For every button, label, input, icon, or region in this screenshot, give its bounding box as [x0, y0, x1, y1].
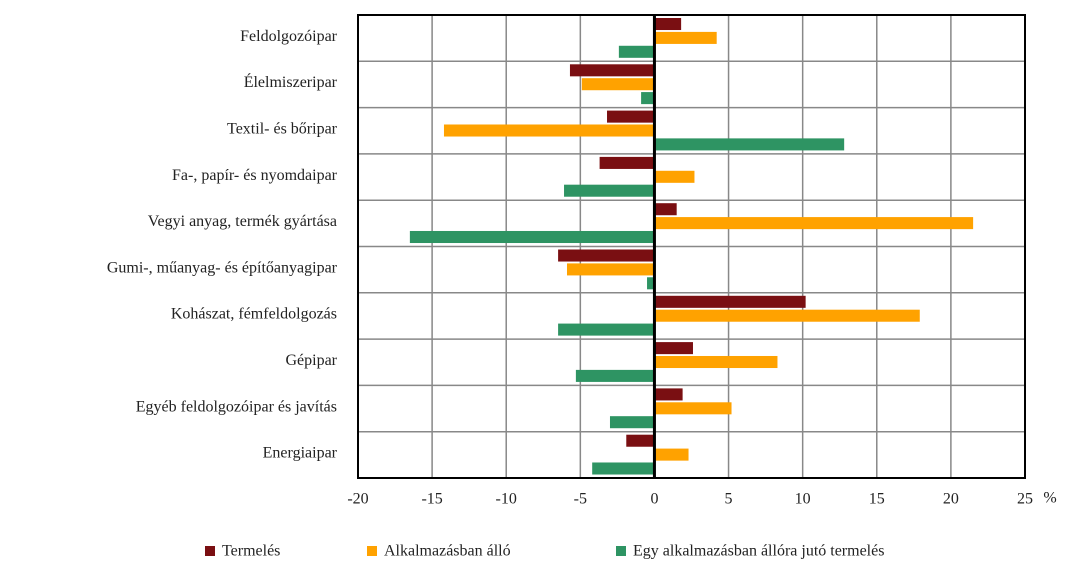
bar — [609, 416, 655, 429]
bar — [564, 184, 655, 197]
bar — [654, 402, 732, 415]
bar — [641, 92, 655, 105]
x-axis-unit: % — [1043, 490, 1056, 507]
x-tick-label: -15 — [421, 491, 442, 508]
bar — [607, 110, 655, 123]
y-tick-label: Textil- és bőripar — [227, 120, 338, 137]
y-tick-label: Fa-, papír- és nyomdaipar — [172, 167, 338, 184]
bar — [654, 355, 778, 369]
bar — [654, 18, 682, 31]
y-tick-label: Feldolgozóipar — [240, 28, 338, 45]
legend-swatch — [367, 546, 377, 556]
bar — [618, 45, 655, 58]
y-tick-label: Vegyi anyag, termék gyártása — [148, 213, 337, 230]
bar — [654, 448, 689, 461]
bar — [654, 138, 845, 151]
x-tick-label: -5 — [574, 491, 587, 508]
bar — [409, 230, 655, 244]
plot-border — [357, 14, 1026, 479]
bar — [654, 295, 806, 308]
bar — [558, 323, 655, 336]
bar — [654, 217, 974, 230]
x-tick-label: 10 — [795, 491, 811, 508]
legend-label: Termelés — [222, 543, 280, 560]
bar — [599, 156, 655, 169]
x-tick-label: 20 — [943, 491, 959, 508]
bar — [647, 277, 655, 290]
y-tick-label: Élelmiszeripar — [244, 72, 338, 91]
x-tick-label: 0 — [650, 491, 658, 508]
bar — [575, 369, 655, 382]
y-tick-label: Kohászat, fémfeldolgozás — [171, 306, 337, 323]
bar — [654, 203, 677, 216]
legend-swatch — [205, 546, 215, 556]
y-tick-label: Gépipar — [285, 352, 337, 369]
bar — [654, 170, 695, 183]
bar — [654, 342, 693, 355]
bar — [654, 31, 717, 44]
bar — [569, 64, 655, 77]
x-tick-label: -10 — [496, 491, 517, 508]
bar — [592, 462, 655, 475]
bar — [443, 124, 655, 137]
x-tick-label: -20 — [347, 491, 368, 508]
bar — [558, 249, 655, 262]
legend-label: Alkalmazásban álló — [384, 543, 511, 560]
bar — [566, 263, 655, 276]
x-tick-label: 15 — [869, 491, 885, 508]
x-tick-label: 5 — [725, 491, 733, 508]
bar — [654, 388, 683, 401]
legend-label: Egy alkalmazásban állóra jutó termelés — [633, 543, 884, 560]
bar — [626, 434, 655, 447]
legend-swatch — [616, 546, 626, 556]
y-tick-label: Gumi-, műanyag- és építőanyagipar — [107, 259, 338, 276]
y-tick-label: Egyéb feldolgozóipar és javítás — [136, 398, 337, 415]
bar — [581, 78, 655, 91]
y-tick-label: Energiaipar — [263, 445, 338, 462]
bar — [654, 309, 920, 322]
x-tick-label: 25 — [1017, 491, 1033, 508]
